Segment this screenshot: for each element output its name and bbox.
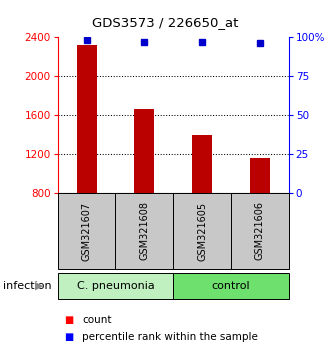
- Text: ■: ■: [64, 332, 74, 342]
- Text: ■: ■: [64, 315, 74, 325]
- Bar: [250, 158, 270, 193]
- Text: infection: infection: [3, 281, 52, 291]
- Bar: [192, 136, 212, 193]
- Text: control: control: [212, 281, 250, 291]
- Text: count: count: [82, 315, 112, 325]
- Text: GSM321607: GSM321607: [82, 201, 92, 261]
- Bar: [134, 109, 154, 193]
- Text: GSM321605: GSM321605: [197, 201, 207, 261]
- Bar: [77, 45, 97, 193]
- Text: GDS3573 / 226650_at: GDS3573 / 226650_at: [92, 16, 238, 29]
- Text: C. pneumonia: C. pneumonia: [77, 281, 154, 291]
- Text: ▶: ▶: [35, 281, 44, 291]
- Text: GSM321606: GSM321606: [255, 201, 265, 261]
- Text: percentile rank within the sample: percentile rank within the sample: [82, 332, 258, 342]
- Text: GSM321608: GSM321608: [139, 201, 149, 261]
